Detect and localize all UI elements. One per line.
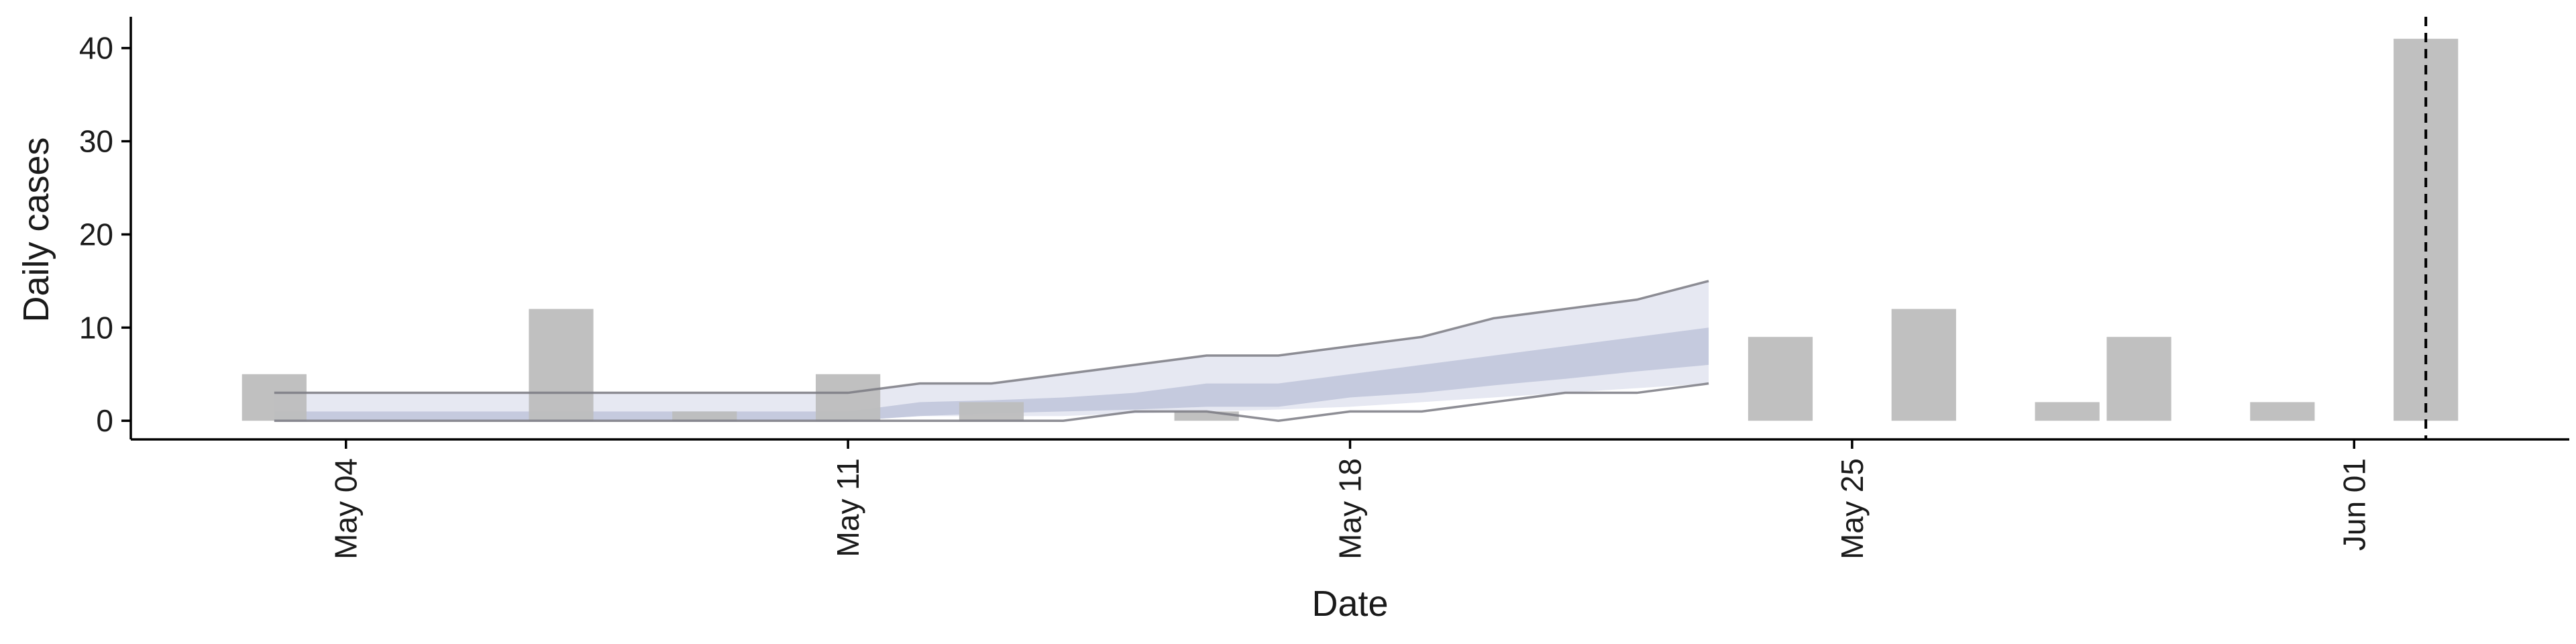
y-tick-label: 0	[96, 403, 113, 438]
bar-2025-05-24	[1748, 337, 1813, 421]
forecast-inner-band	[274, 327, 1709, 421]
x-tick-label: Jun 01	[2337, 458, 2371, 551]
y-tick-label: 10	[79, 310, 113, 345]
y-ticks: 0 10 20 30 40	[79, 31, 131, 438]
bar-2025-05-26	[1891, 309, 1956, 421]
bar-2025-05-16	[1174, 411, 1239, 421]
x-tick-label: May 18	[1333, 458, 1368, 559]
y-tick-label: 20	[79, 217, 113, 252]
observed-lines	[274, 280, 1709, 422]
bar-2025-05-03	[241, 374, 307, 421]
bar-2025-05-29	[2106, 337, 2171, 421]
forecast-outer-band	[274, 280, 1709, 421]
bar-2025-05-07	[529, 309, 594, 421]
bar-2025-05-28	[2035, 402, 2100, 421]
y-axis-title: Daily cases	[16, 137, 56, 322]
observed-line-1	[274, 280, 1709, 394]
bar-2025-05-09	[672, 411, 737, 421]
y-tick-label: 30	[79, 124, 113, 159]
y-tick-label: 40	[79, 31, 113, 66]
bar-2025-05-11	[816, 374, 881, 421]
bar-2025-05-13	[959, 402, 1024, 421]
forecast-bands	[274, 280, 1709, 421]
x-tick-label: May 25	[1835, 458, 1870, 559]
observed-line-2	[274, 382, 1709, 422]
x-ticks: May 04 May 11 May 18 May 25 Jun 01	[329, 439, 2371, 559]
x-tick-label: May 11	[830, 458, 865, 557]
x-axis-title: Date	[1311, 584, 1388, 624]
bar-2025-05-31	[2250, 402, 2315, 421]
x-tick-label: May 04	[329, 458, 364, 559]
